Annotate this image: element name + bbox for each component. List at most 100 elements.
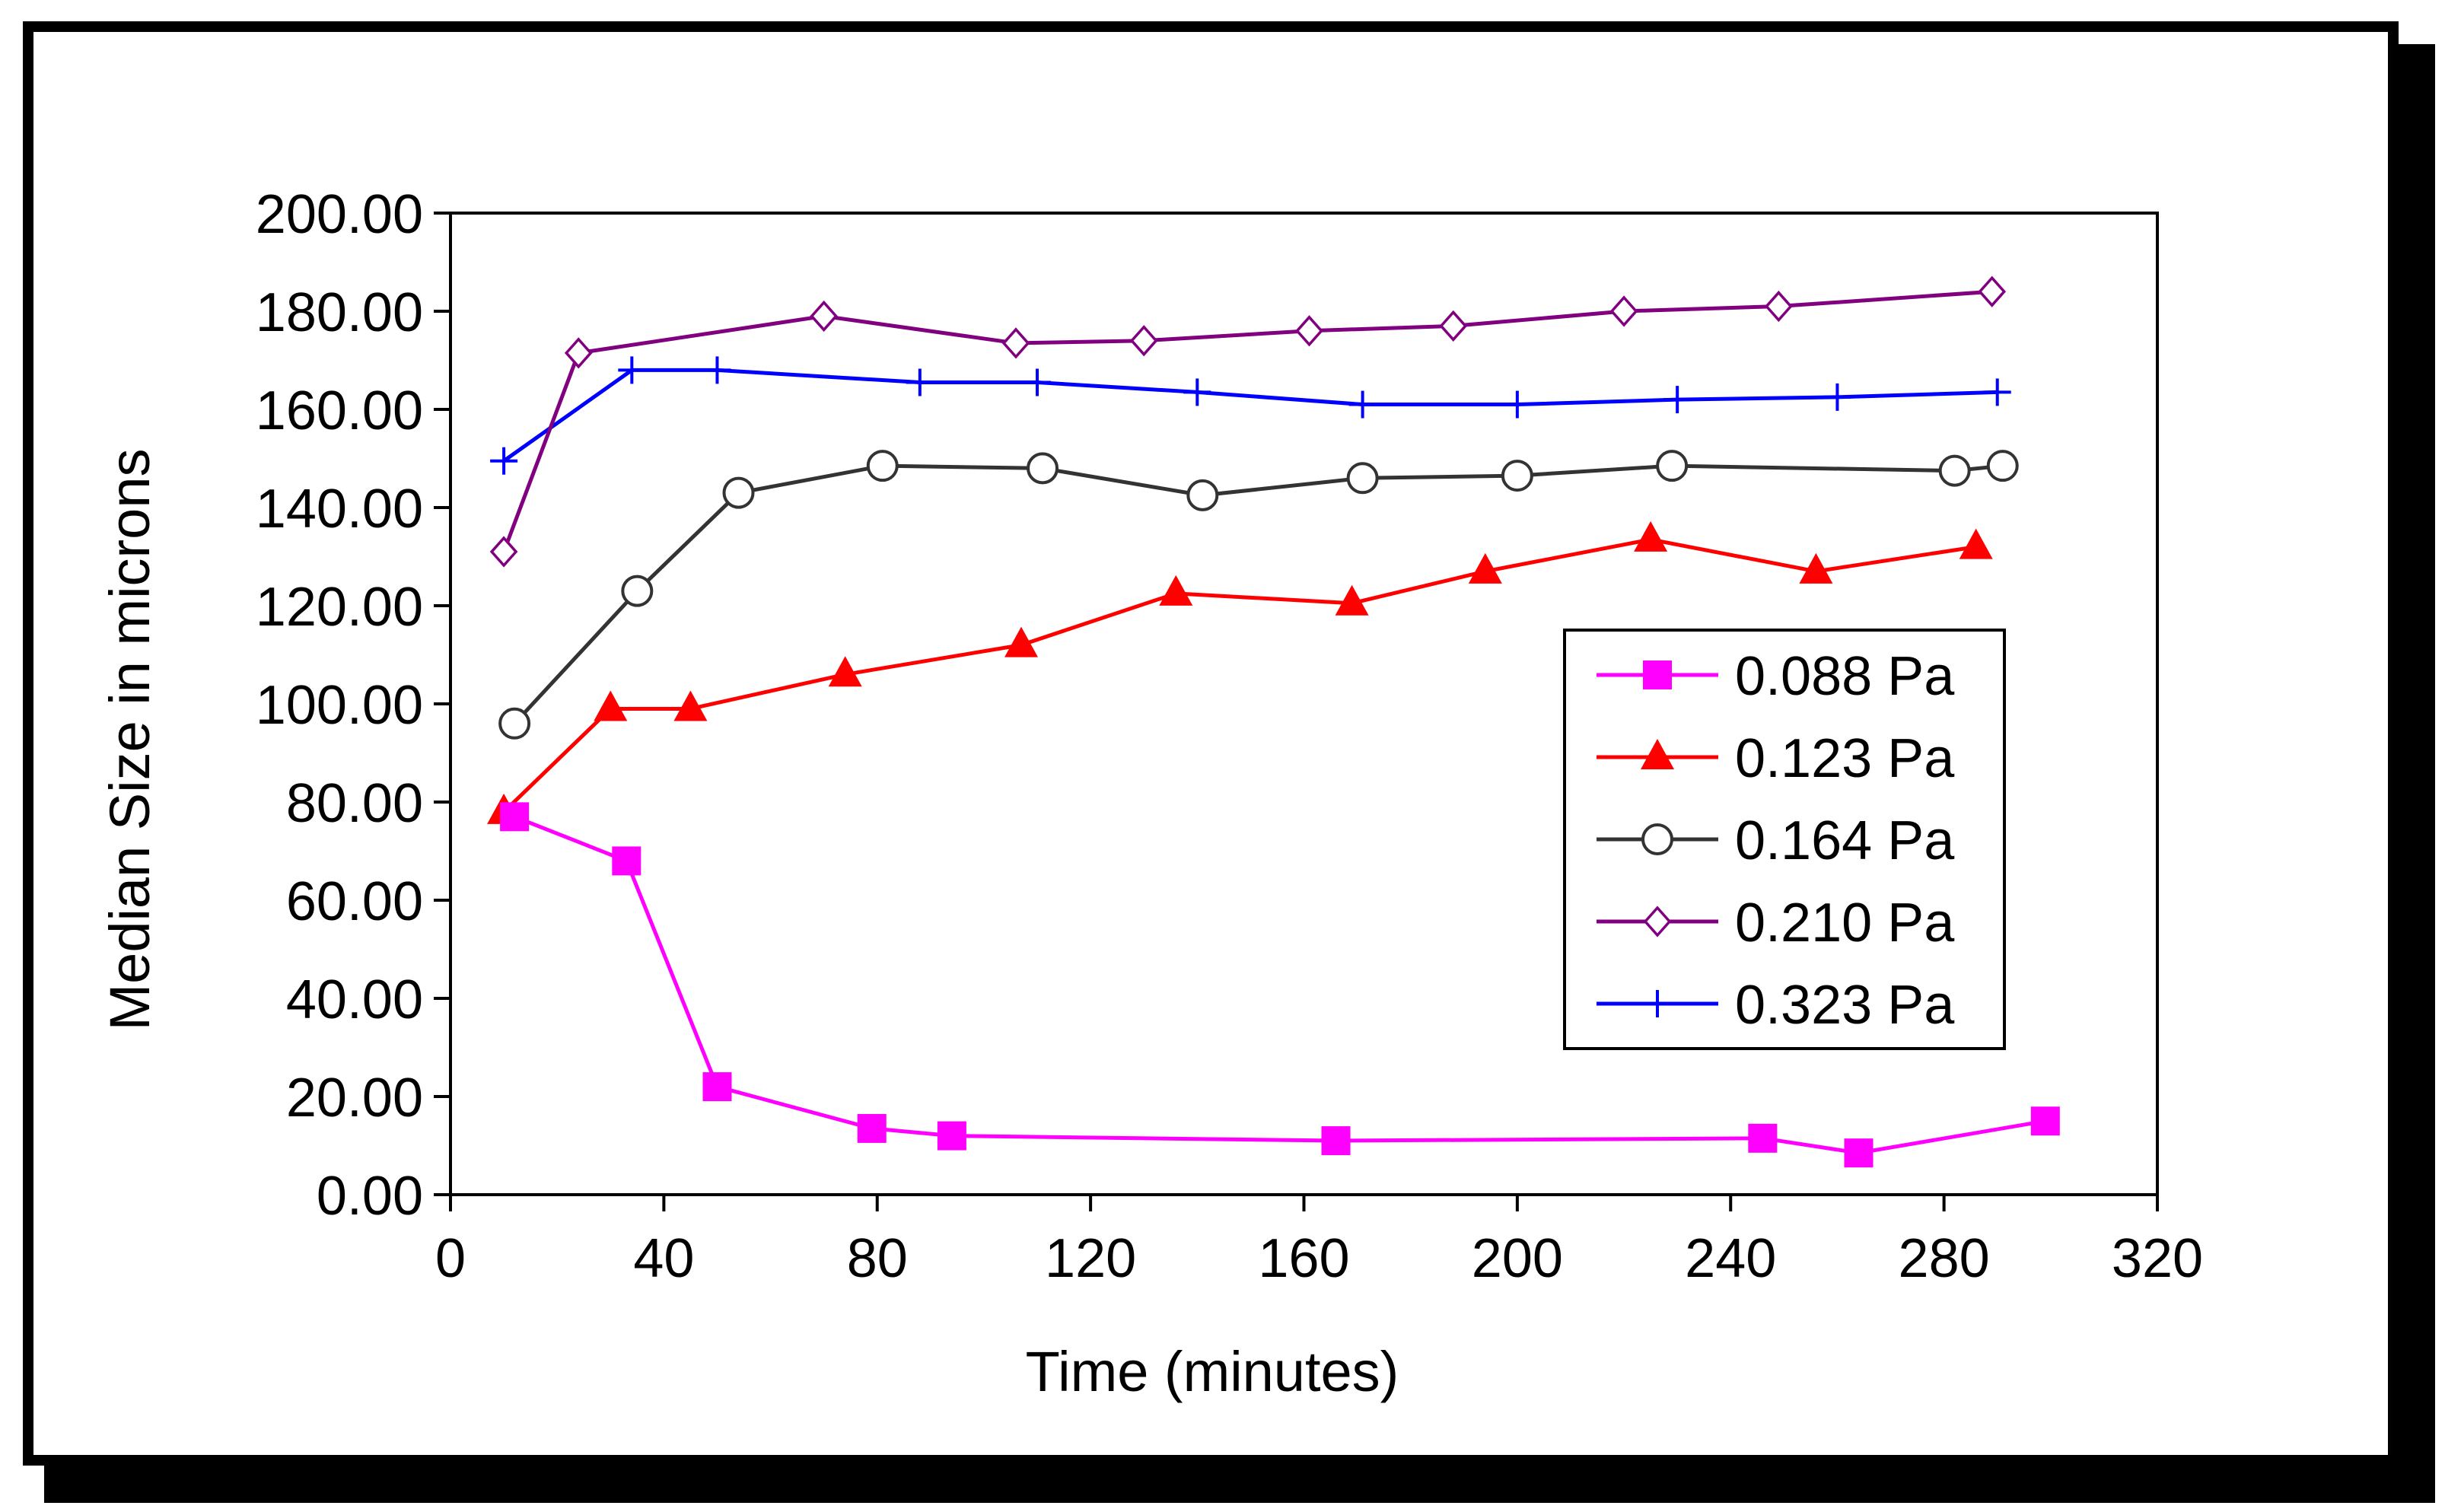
y-tick-label: 80.00 — [286, 773, 423, 834]
y-tick-label: 200.00 — [256, 184, 423, 245]
data-point — [1959, 528, 1993, 559]
y-axis-title: Median Size in microns — [98, 449, 161, 1031]
legend-entry: 0.210 Pa — [1597, 893, 1955, 953]
data-point — [1439, 310, 1468, 342]
data-point — [1024, 368, 1052, 396]
y-tick-label: 180.00 — [256, 282, 423, 343]
y-tick-label: 100.00 — [256, 675, 423, 736]
data-point — [500, 802, 530, 832]
legend-label: 0.088 Pa — [1735, 646, 1955, 707]
data-point — [937, 1121, 966, 1151]
data-point — [1634, 520, 1668, 552]
data-point — [828, 656, 862, 687]
legend-marker — [1641, 739, 1674, 769]
x-tick-label: 80 — [847, 1228, 908, 1289]
data-point — [594, 690, 628, 721]
data-point — [1183, 378, 1211, 406]
x-tick-label: 0 — [435, 1228, 466, 1289]
data-point — [1503, 390, 1531, 419]
data-point — [1346, 462, 1379, 495]
x-tick-label: 120 — [1045, 1228, 1136, 1289]
legend-label: 0.164 Pa — [1735, 810, 1955, 871]
data-point — [564, 337, 593, 369]
data-point — [1295, 315, 1323, 347]
data-point — [1501, 460, 1533, 492]
legend-entry: 0.323 Pa — [1597, 975, 1955, 1036]
y-tick-label: 120.00 — [256, 577, 423, 638]
data-point — [1159, 575, 1193, 606]
data-point — [857, 1113, 887, 1143]
x-tick-label: 280 — [1899, 1228, 1990, 1289]
legend-entry: 0.123 Pa — [1597, 728, 1955, 789]
data-point — [1348, 390, 1377, 419]
y-tick-label: 40.00 — [286, 969, 423, 1030]
data-point — [612, 846, 641, 876]
legend-marker — [1643, 906, 1672, 937]
x-axis-ticks: 0 40 80 120 160 200 240 280 320 — [435, 1195, 2203, 1289]
series-0-210-pa — [489, 275, 2007, 568]
y-tick-label: 160.00 — [256, 380, 423, 441]
data-point — [2030, 1106, 2060, 1136]
x-tick-label: 40 — [633, 1228, 694, 1289]
y-tick-label: 60.00 — [286, 871, 423, 932]
series-0-123-pa — [487, 520, 1993, 824]
data-point — [1799, 552, 1833, 584]
data-point — [810, 300, 838, 333]
data-point — [1748, 1123, 1778, 1153]
legend-entry: 0.164 Pa — [1597, 810, 1955, 871]
series-0-323-pa — [490, 356, 2011, 475]
data-point — [703, 356, 731, 384]
x-tick-label: 240 — [1685, 1228, 1776, 1289]
series-layer — [487, 275, 2060, 1168]
data-point — [1844, 1138, 1874, 1168]
data-point — [1321, 1126, 1351, 1156]
legend-label: 0.210 Pa — [1735, 893, 1955, 953]
x-tick-label: 200 — [1472, 1228, 1563, 1289]
data-point — [1004, 626, 1039, 657]
data-point — [489, 536, 518, 568]
data-point — [490, 447, 518, 475]
data-point — [1468, 552, 1502, 584]
data-point — [1938, 454, 1971, 487]
data-point — [1027, 452, 1059, 485]
x-tick-label: 160 — [1258, 1228, 1349, 1289]
legend-marker — [1641, 823, 1673, 855]
y-tick-label: 140.00 — [256, 479, 423, 540]
data-point — [1823, 383, 1851, 411]
data-point — [1983, 378, 2011, 406]
data-point — [1609, 295, 1638, 327]
data-point — [673, 690, 708, 721]
series-line — [501, 289, 1992, 552]
data-point — [1764, 290, 1793, 323]
data-point — [1186, 479, 1219, 511]
data-point — [1001, 327, 1030, 359]
series-0-164-pa — [498, 450, 2019, 740]
series-line — [502, 368, 1998, 463]
legend-marker — [1643, 661, 1672, 689]
data-point — [621, 575, 654, 607]
x-tick-label: 320 — [2112, 1228, 2203, 1289]
legend-marker — [1644, 990, 1671, 1017]
y-tick-label: 20.00 — [286, 1068, 423, 1128]
data-point — [1656, 450, 1689, 482]
data-point — [866, 450, 899, 482]
y-axis-ticks: 0.00 20.00 40.00 60.00 80.00 100.00 120.00 140.… — [256, 184, 450, 1227]
data-point — [498, 707, 531, 740]
data-point — [1978, 275, 2007, 307]
data-point — [618, 356, 646, 384]
legend-label: 0.323 Pa — [1735, 975, 1955, 1036]
data-point — [1986, 450, 2019, 482]
data-point — [1663, 386, 1692, 414]
legend: 0.088 Pa 0.123 Pa 0.164 Pa 0.210 Pa 0.323 Pa — [1563, 629, 2006, 1050]
y-tick-label: 0.00 — [317, 1166, 423, 1227]
data-point — [702, 1072, 732, 1102]
data-point — [1129, 325, 1158, 357]
legend-label: 0.123 Pa — [1735, 728, 1955, 789]
legend-entry: 0.088 Pa — [1597, 646, 1955, 707]
series-0-088-pa — [500, 802, 2060, 1168]
data-point — [906, 368, 934, 396]
x-axis-title: Time (minutes) — [1026, 1340, 1399, 1403]
data-point — [1335, 584, 1369, 616]
data-point — [722, 476, 755, 509]
